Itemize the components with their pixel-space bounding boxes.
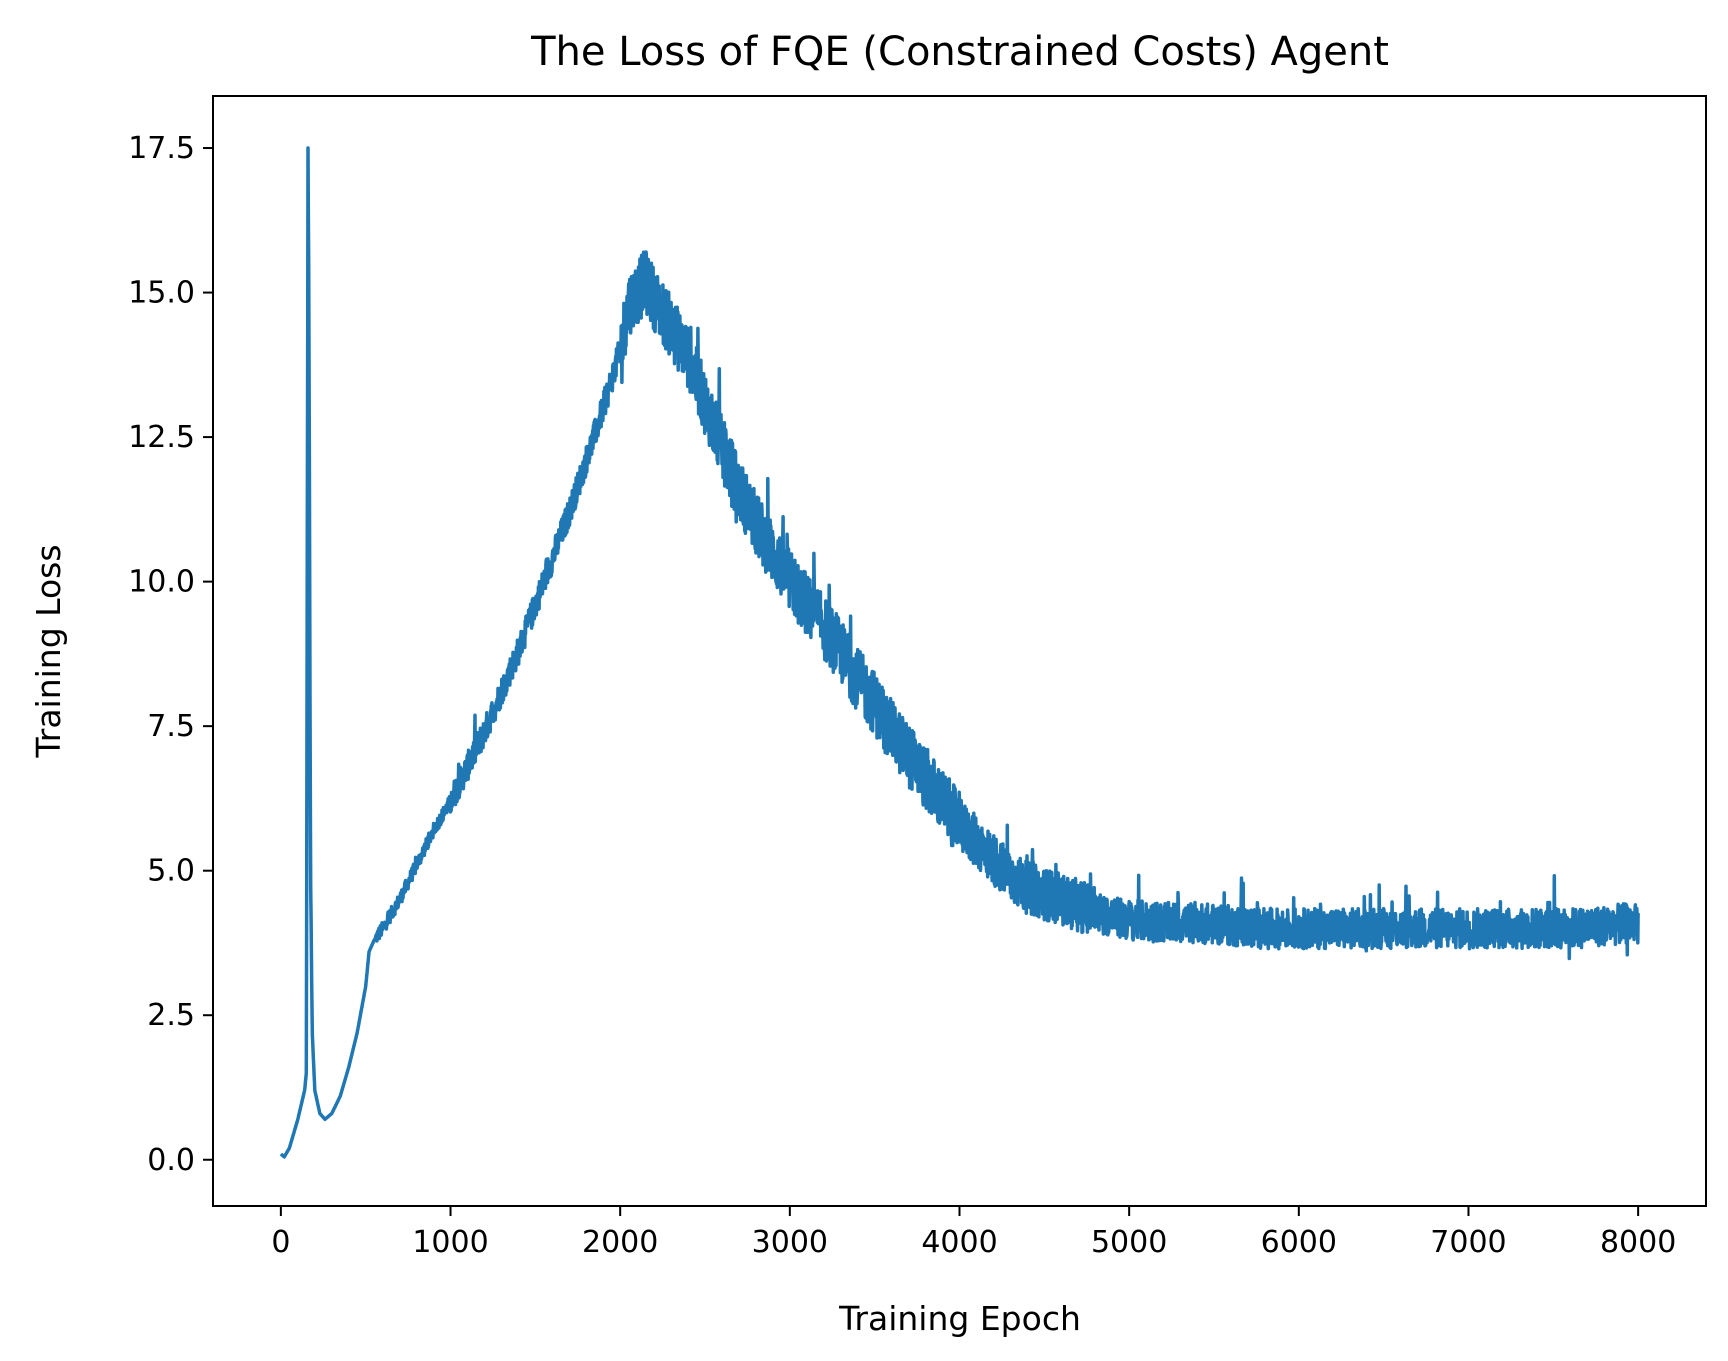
y-tick-label: 17.5	[128, 131, 195, 166]
x-axis: 0 1000 2000 3000 4000 5000 6000 7000 8000	[271, 1206, 1676, 1260]
x-tick-label: 8000	[1600, 1225, 1676, 1260]
y-tick-label: 15.0	[128, 276, 195, 311]
series-layer	[279, 146, 1640, 1159]
y-tick-label: 7.5	[147, 709, 195, 744]
x-tick-label: 4000	[921, 1225, 997, 1260]
y-tick-label: 10.0	[128, 565, 195, 600]
y-tick-label: 5.0	[147, 854, 195, 889]
x-tick-label: 1000	[412, 1225, 488, 1260]
y-tick-label: 2.5	[147, 998, 195, 1033]
y-tick-label: 12.5	[128, 420, 195, 455]
x-tick-label: 3000	[752, 1225, 828, 1260]
y-axis-label: Training Loss	[29, 544, 68, 758]
x-tick-label: 5000	[1091, 1225, 1167, 1260]
y-axis: 0.0 2.5 5.0 7.5 10.0 12.5 15.0 17.5	[128, 131, 213, 1178]
y-tick-label: 0.0	[147, 1143, 195, 1178]
x-tick-label: 2000	[582, 1225, 658, 1260]
x-tick-label: 0	[271, 1225, 290, 1260]
x-axis-label: Training Epoch	[838, 1299, 1081, 1338]
x-tick-label: 7000	[1430, 1225, 1506, 1260]
series-line	[279, 146, 1640, 1159]
chart-title: The Loss of FQE (Constrained Costs) Agen…	[530, 29, 1389, 75]
x-tick-label: 6000	[1261, 1225, 1337, 1260]
